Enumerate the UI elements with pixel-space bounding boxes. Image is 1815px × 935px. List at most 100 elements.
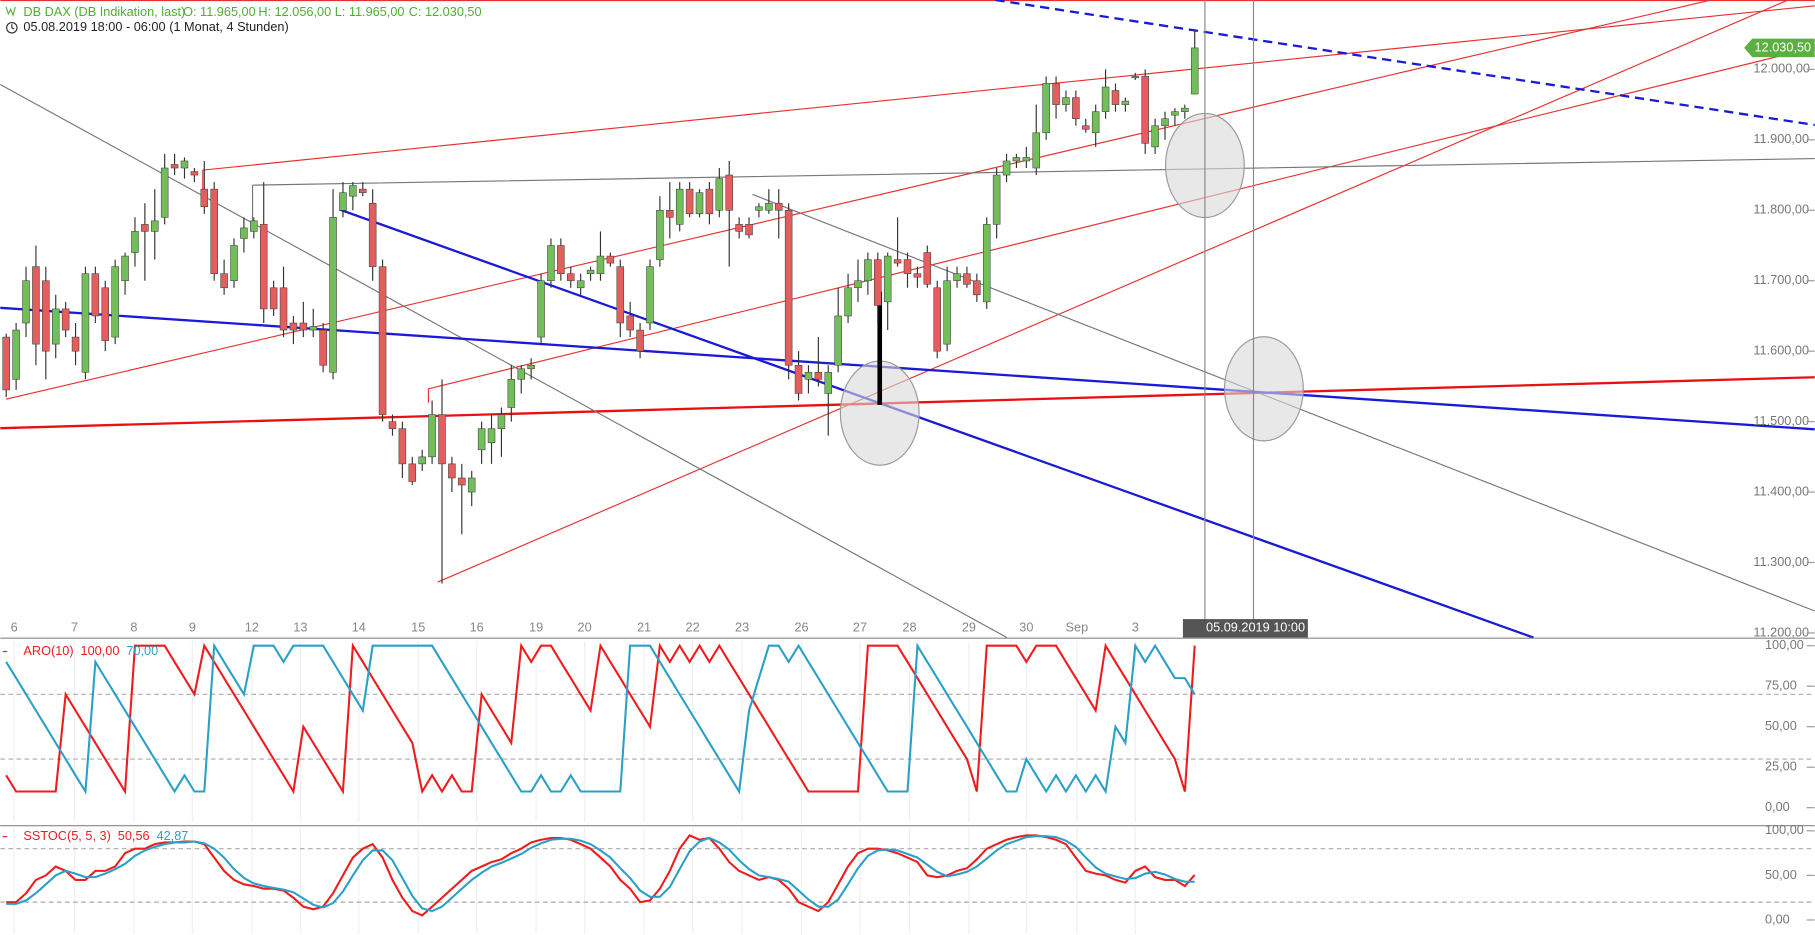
- candle-body: [973, 280, 981, 296]
- last-price-tag: [1744, 38, 1815, 58]
- candle-body: [675, 188, 684, 225]
- candle-body: [91, 273, 100, 317]
- candle-body: [923, 252, 932, 285]
- candle-body: [309, 326, 318, 331]
- candle-body: [160, 167, 169, 218]
- y-tick-label: 11.500,00: [1753, 413, 1809, 428]
- candle-body: [1032, 132, 1041, 169]
- candle-body: [378, 266, 387, 415]
- candle-body: [596, 255, 605, 274]
- candle-body: [329, 217, 337, 373]
- legend-value: 70,00: [126, 643, 158, 658]
- candle-body: [12, 329, 20, 380]
- candle-body: [913, 273, 922, 278]
- candle-body: [359, 188, 367, 193]
- candle-body: [388, 421, 397, 429]
- cursor-label-box: [1182, 619, 1308, 638]
- indicator-line: [5, 642, 1196, 795]
- candle-body: [844, 287, 852, 317]
- y-tick-label: 25,00: [1765, 759, 1797, 774]
- candle-body: [1062, 97, 1070, 105]
- candle-body: [61, 308, 70, 331]
- candle-body: [101, 287, 110, 341]
- instrument-title: DB DAX (DB Indikation, last): [23, 4, 185, 19]
- candle-body: [428, 414, 436, 458]
- x-tick-label: 13: [293, 620, 307, 635]
- candle-body: [685, 188, 694, 215]
- x-tick-label: 12: [245, 620, 259, 635]
- x-tick-label: 16: [470, 620, 484, 635]
- x-tick-label: 26: [794, 620, 808, 635]
- candle-body: [151, 220, 159, 232]
- candle-body: [745, 224, 753, 236]
- candle-body: [893, 259, 902, 264]
- candle-body: [814, 372, 823, 380]
- candle-body: [279, 287, 288, 331]
- candle-body: [616, 266, 625, 324]
- candle-body: [953, 273, 961, 282]
- candle-body: [1022, 157, 1031, 162]
- candle-body: [1091, 111, 1100, 134]
- indicator-title: SSTOC(5, 5, 3): [23, 828, 110, 843]
- candle-body: [864, 259, 872, 282]
- candle-body: [834, 315, 842, 366]
- candle-body: [1072, 97, 1080, 119]
- candle-body: [705, 188, 714, 215]
- header: DB DAX (DB Indikation, last) O: 11.965,0…: [23, 4, 481, 34]
- candle-body: [180, 160, 189, 169]
- y-tick-label: 11.600,00: [1753, 343, 1809, 358]
- candle-body: [269, 287, 278, 310]
- candle-body: [725, 174, 733, 211]
- candle-body: [606, 255, 615, 264]
- candle-body: [339, 192, 347, 211]
- legend-value: 100,00: [81, 643, 120, 658]
- candle-body: [794, 364, 803, 394]
- indicator-title: ARO(10): [23, 643, 73, 658]
- candle-body: [81, 273, 90, 373]
- cursor-label: 05.09.2019 10:00: [1206, 620, 1305, 635]
- candle-body: [963, 273, 971, 285]
- candle-body: [487, 428, 496, 444]
- y-tick-label: 11.200,00: [1753, 624, 1809, 639]
- low-value: L: 11.965,00: [335, 4, 405, 19]
- x-tick-label: Sep: [1066, 620, 1089, 635]
- candle-body: [170, 164, 179, 169]
- high-value: H: 12.056,00: [258, 4, 331, 19]
- candle-body: [230, 245, 238, 282]
- candle-body: [656, 209, 664, 260]
- candle-body: [774, 202, 783, 211]
- y-tick-label: 50,00: [1765, 718, 1797, 733]
- candle-body: [943, 280, 951, 345]
- candle-body: [418, 456, 426, 465]
- candle-body: [537, 280, 545, 338]
- x-tick-label: 9: [189, 620, 196, 635]
- candle-body: [804, 372, 813, 380]
- candle-body: [824, 372, 833, 394]
- candle-body: [1171, 111, 1179, 116]
- x-tick-label: 27: [853, 620, 867, 635]
- candle-body: [458, 477, 466, 486]
- candle-body: [1141, 76, 1149, 144]
- y-tick-label: 11.800,00: [1753, 202, 1809, 217]
- x-tick-label: 7: [71, 620, 78, 635]
- candle-body: [784, 209, 793, 366]
- clock-icon: [6, 21, 18, 34]
- candle-body: [1111, 90, 1120, 105]
- candle-body: [131, 231, 139, 253]
- candle-body: [854, 280, 862, 289]
- y-tick-label: 0,00: [1765, 799, 1790, 814]
- trend-line: [995, 0, 1815, 127]
- candle-body: [497, 414, 506, 429]
- x-tick-label: 30: [1019, 620, 1033, 635]
- candle-body: [735, 224, 743, 232]
- time-range: 05.08.2019 18:00 - 06:00: [23, 19, 165, 34]
- candle-body: [992, 174, 1001, 225]
- y-tick-label: 11.900,00: [1753, 131, 1809, 146]
- period: (1 Monat, 4 Stunden): [169, 19, 288, 34]
- close-value: C: 12.030,50: [409, 4, 482, 19]
- candle-body: [1042, 83, 1050, 134]
- candle-body: [368, 202, 377, 267]
